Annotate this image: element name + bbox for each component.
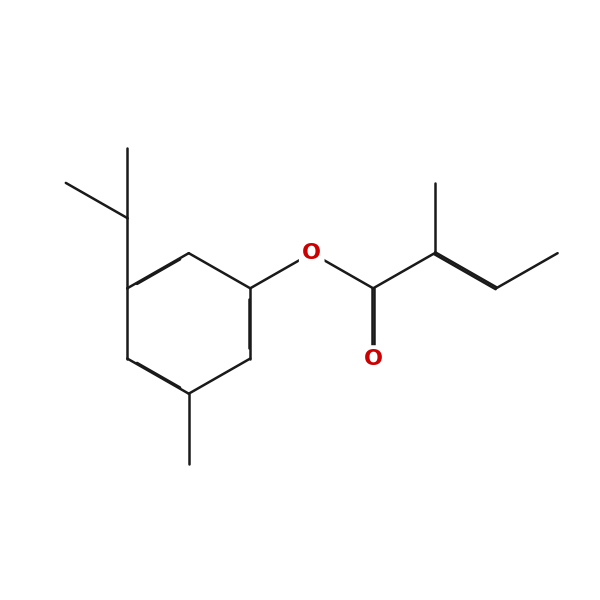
Text: O: O — [364, 349, 383, 368]
Text: O: O — [302, 243, 321, 263]
